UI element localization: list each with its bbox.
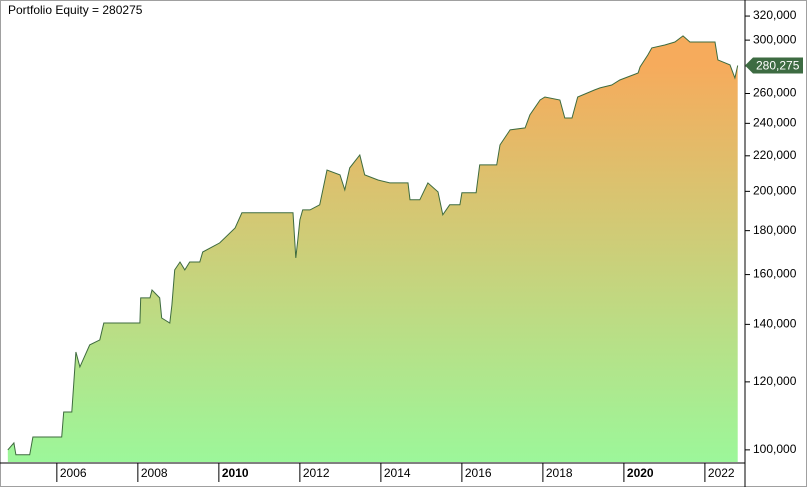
last-value-tag: 280,275 <box>745 57 803 74</box>
equity-area <box>7 35 738 463</box>
y-tick-label: 200,000 <box>753 184 797 198</box>
x-tick-label: 2020 <box>627 466 654 480</box>
x-tick-label: 2010 <box>222 466 249 480</box>
y-tick-label: 300,000 <box>753 32 797 46</box>
x-tick-label: 2006 <box>60 466 87 480</box>
y-tick-label: 240,000 <box>753 116 797 130</box>
x-tick-label: 2014 <box>384 466 411 480</box>
y-tick-label: 100,000 <box>753 442 797 456</box>
x-tick-label: 2012 <box>303 466 330 480</box>
y-tick-label: 320,000 <box>753 8 797 22</box>
x-tick-label: 2022 <box>708 466 735 480</box>
y-tick-label: 160,000 <box>753 267 797 281</box>
x-tick-label: 2008 <box>141 466 168 480</box>
y-tick-label: 140,000 <box>753 317 797 331</box>
y-tick-label: 260,000 <box>753 86 797 100</box>
x-tick-label: 2016 <box>465 466 492 480</box>
y-tick-label: 180,000 <box>753 223 797 237</box>
tag-label: 280,275 <box>756 59 800 73</box>
equity-line <box>7 35 739 456</box>
tag-shape <box>745 57 803 74</box>
y-tick-label: 220,000 <box>753 148 797 162</box>
chart-title: Portfolio Equity = 280275 <box>8 3 143 17</box>
x-tick-label: 2018 <box>546 466 573 480</box>
y-tick-label: 120,000 <box>753 374 797 388</box>
